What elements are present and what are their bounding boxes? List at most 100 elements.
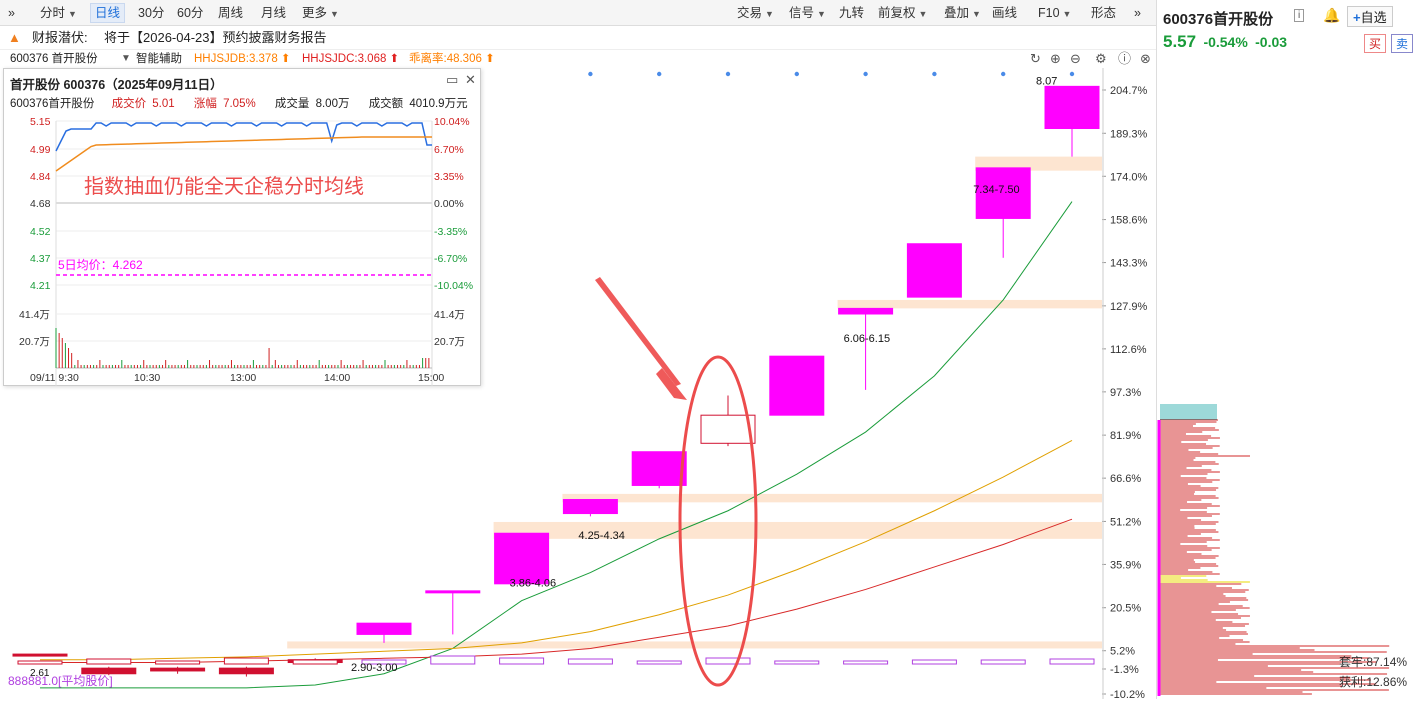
candle[interactable]	[218, 666, 274, 677]
tool-button-3[interactable]: 前复权 ▼	[878, 6, 928, 20]
help-icon[interactable]: ⓘ	[1118, 51, 1132, 66]
close-icon[interactable]: ✕	[465, 72, 476, 87]
candle-body	[700, 414, 756, 444]
kline-chart[interactable]: 204.7% 189.3% 174.0% 158.6% 143.3% 127.9% 112.…	[0, 68, 1156, 699]
amt-label: 成交额	[368, 98, 404, 110]
five-day-avg-label: 5日均价：4.262	[58, 258, 143, 272]
volume-bar	[86, 658, 132, 665]
candle-body	[631, 451, 687, 486]
range-label-8-07: 8.07	[1036, 75, 1057, 87]
period-button-6[interactable]: 更多 ▼	[302, 6, 339, 20]
vol-tick: 20.7万	[19, 336, 50, 348]
candle[interactable]	[425, 590, 481, 635]
candle-body	[356, 622, 412, 635]
candle[interactable]	[700, 395, 756, 447]
volume-bar	[911, 659, 957, 665]
tool-button-2[interactable]: 九转	[839, 6, 865, 20]
minimize-icon[interactable]: ▭	[446, 72, 459, 87]
period-button-3[interactable]: 60分	[177, 6, 204, 20]
close-icon[interactable]: ⊗	[1140, 51, 1151, 66]
y-tick-label: 66.6%	[1110, 473, 1141, 485]
candle[interactable]	[494, 532, 550, 585]
y-tick-label: -10.2%	[1110, 689, 1145, 699]
tool-button-1[interactable]: 信号 ▼	[789, 6, 826, 20]
dropdown-circle-icon[interactable]: ▼	[121, 53, 131, 64]
range-label-7-34-7-50: 7.34-7.50	[973, 184, 1019, 196]
vol-tick: 41.4万	[19, 309, 50, 321]
volume-bar	[774, 660, 820, 665]
amt-value: 4010.9万元	[409, 98, 468, 110]
zoom-out-icon[interactable]: ⊖	[1070, 51, 1081, 66]
candle[interactable]	[631, 451, 687, 489]
candle[interactable]	[81, 666, 137, 676]
candle[interactable]	[838, 307, 894, 390]
volume-bar	[499, 657, 545, 665]
period-button-1[interactable]: 日线	[90, 3, 126, 23]
time-tick: 10:30	[134, 372, 160, 384]
quote-change: -0.03	[1255, 34, 1288, 50]
period-button-5[interactable]: 月线	[261, 6, 287, 20]
tool-button-0[interactable]: 交易 ▼	[737, 6, 774, 20]
period-button-0[interactable]: 分时 ▼	[40, 6, 77, 20]
y-tick-label: 51.2%	[1110, 516, 1141, 528]
caret-down-icon: ▼	[817, 9, 826, 19]
candle[interactable]	[562, 499, 618, 517]
annotation-arrow	[595, 277, 681, 386]
support-zone	[493, 521, 1103, 539]
tool-button-6[interactable]: F10 ▼	[1038, 6, 1072, 20]
candle[interactable]	[1044, 85, 1100, 157]
chip-chart	[1157, 404, 1390, 696]
zoom-in-icon[interactable]: ⊕	[1050, 51, 1061, 66]
ma-line-1	[40, 440, 1073, 661]
candle-body	[975, 167, 1031, 219]
period-button-4[interactable]: 周线	[218, 6, 244, 20]
sell-button[interactable]: 卖	[1391, 34, 1414, 53]
y-tick-label: 97.3%	[1110, 387, 1141, 399]
candle-body	[838, 307, 894, 315]
range-label-3-86-4-06: 3.86-4.06	[510, 578, 556, 590]
price-tick: 4.99	[30, 144, 51, 156]
profit-label: 获利:12.86%	[1339, 675, 1408, 689]
volume-bar	[567, 658, 613, 665]
aux-label[interactable]: 智能辅助	[136, 53, 182, 65]
tool-button-5[interactable]: 画线	[992, 6, 1018, 20]
price-tick: 5.15	[30, 116, 51, 128]
y-tick-label: 174.0%	[1110, 171, 1148, 183]
collapse-right-icon[interactable]: »	[1134, 6, 1141, 20]
bell-icon[interactable]: 🔔	[1323, 7, 1341, 23]
info-icon[interactable]: i	[1294, 9, 1305, 22]
notice-text[interactable]: 将于【2026-04-23】预约披露财务报告	[104, 30, 327, 45]
period-button-2[interactable]: 30分	[138, 6, 165, 20]
signal-dot	[588, 71, 593, 77]
signal-dot	[725, 71, 731, 77]
candle[interactable]	[356, 622, 412, 643]
tool-button-4[interactable]: 叠加 ▼	[944, 6, 981, 20]
buy-button[interactable]: 买	[1364, 34, 1387, 53]
price-tick: 4.21	[30, 280, 51, 292]
vol-tick: 20.7万	[434, 336, 465, 348]
refresh-icon[interactable]: ↻	[1030, 51, 1041, 66]
ma-line-2	[40, 518, 1073, 664]
signal-dot	[1069, 71, 1075, 77]
candle[interactable]	[769, 355, 825, 416]
candle-body	[769, 355, 825, 416]
gear-icon[interactable]: ⚙	[1095, 51, 1107, 66]
candle[interactable]	[12, 653, 68, 657]
add-watchlist-button[interactable]: +自选	[1347, 6, 1393, 27]
time-tick: 14:00	[324, 372, 350, 384]
caret-down-icon: ▼	[765, 9, 774, 19]
candle[interactable]	[975, 167, 1031, 258]
y-tick-label: 5.2%	[1110, 646, 1135, 658]
volume-bar	[17, 660, 63, 665]
pct-tick: 0.00%	[434, 198, 464, 210]
collapse-left-icon[interactable]: »	[8, 6, 15, 20]
y-tick-label: 112.6%	[1110, 344, 1147, 356]
tool-button-7[interactable]: 形态	[1091, 6, 1117, 20]
pct-tick: 6.70%	[434, 144, 464, 156]
candle[interactable]	[906, 243, 962, 298]
signal-dot	[794, 71, 799, 77]
period-toolbar: » 分时 ▼ 日线 30分 60分 周线 月线 更多 ▼ 交易 ▼ 信号 ▼ 九转 前复权 ▼ 叠加 ▼ 画线 F1…	[0, 0, 1156, 26]
candle[interactable]	[150, 666, 206, 674]
indicator-value-1: HHJSJDC:3.068 ⬆	[302, 53, 400, 65]
cost-label: 套牢:87.14%	[1339, 655, 1408, 669]
